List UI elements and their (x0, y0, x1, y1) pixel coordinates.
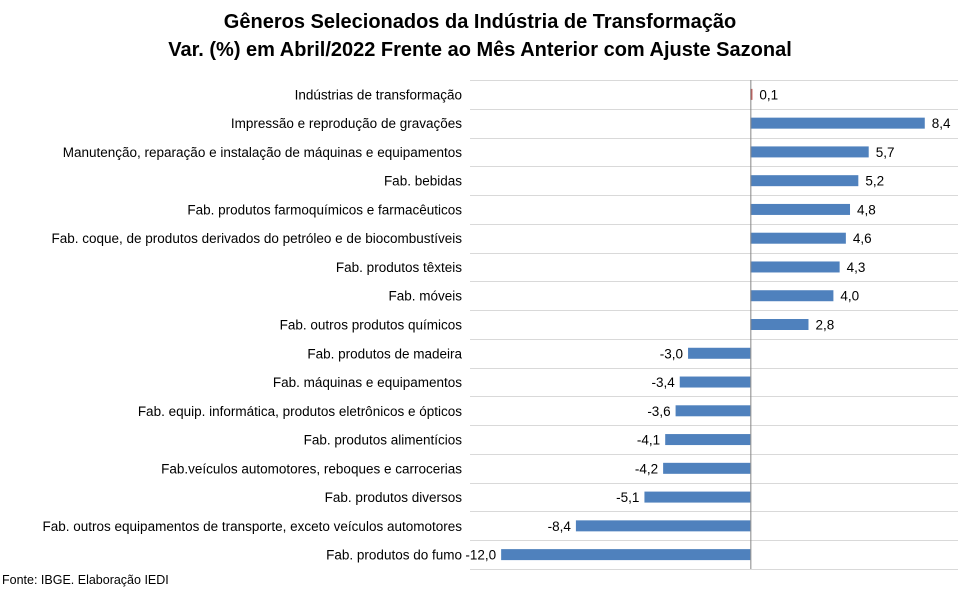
category-label: Fab. produtos têxteis (336, 260, 462, 275)
bar (644, 491, 751, 503)
data-label: 5,2 (865, 174, 884, 189)
category-label: Impressão e reprodução de gravações (231, 116, 462, 131)
data-label: -8,4 (548, 519, 572, 534)
data-label: -4,1 (637, 433, 660, 448)
data-label: 4,6 (853, 231, 872, 246)
data-label: 4,3 (847, 260, 866, 275)
bar (688, 347, 751, 359)
category-label: Fab. outros equipamentos de transporte, … (43, 519, 463, 534)
bar (750, 117, 925, 129)
data-label: 8,4 (932, 116, 951, 131)
bar (750, 319, 809, 330)
bar (501, 549, 751, 561)
category-label: Fab.veículos automotores, reboques e car… (161, 461, 462, 476)
category-label: Indústrias de transformação (295, 87, 462, 102)
data-label: -5,1 (616, 490, 639, 505)
data-label: 4,0 (840, 289, 859, 304)
category-label: Fab. produtos diversos (325, 490, 463, 505)
bar (750, 290, 834, 302)
category-label: Fab. bebidas (384, 174, 462, 189)
data-label: -3,0 (660, 346, 683, 361)
bar (750, 203, 851, 215)
category-label: Fab. produtos do fumo (326, 548, 462, 563)
category-label: Fab. outros produtos químicos (280, 318, 463, 333)
source-note: Fonte: IBGE. Elaboração IEDI (2, 573, 169, 587)
category-label: Fab. móveis (388, 289, 462, 304)
data-label: 4,8 (857, 202, 876, 217)
chart-title: Gêneros Selecionados da Indústria de Tra… (223, 11, 737, 33)
category-label: Fab. coque, de produtos derivados do pet… (51, 231, 462, 246)
chart-title-block: Gêneros Selecionados da Indústria de Tra… (0, 8, 960, 64)
data-label: 5,7 (876, 145, 895, 160)
category-label: Fab. máquinas e equipamentos (273, 375, 462, 390)
data-label: -3,4 (651, 375, 675, 390)
data-label: -3,6 (647, 404, 670, 419)
bar (575, 520, 751, 532)
category-label: Fab. produtos farmoquímicos e farmacêuti… (187, 202, 462, 217)
category-label: Manutenção, reparação e instalação de má… (63, 145, 463, 160)
data-label: -4,2 (635, 461, 658, 476)
bar (750, 175, 859, 187)
bar (750, 88, 753, 100)
bar (675, 405, 751, 417)
chart-subtitle: Var. (%) em Abril/2022 Frente ao Mês Ant… (168, 39, 792, 61)
bar (750, 146, 869, 158)
bar (663, 462, 751, 474)
bar (750, 261, 840, 273)
bar (750, 232, 846, 244)
bar (665, 434, 751, 446)
data-label: 2,8 (815, 318, 834, 333)
data-label: -12,0 (465, 548, 496, 563)
data-label: 0,1 (759, 87, 778, 102)
category-label: Fab. produtos de madeira (307, 346, 462, 361)
category-label: Fab. produtos alimentícios (304, 433, 463, 448)
bar (679, 376, 751, 388)
category-label: Fab. equip. informática, produtos eletrô… (138, 404, 462, 419)
